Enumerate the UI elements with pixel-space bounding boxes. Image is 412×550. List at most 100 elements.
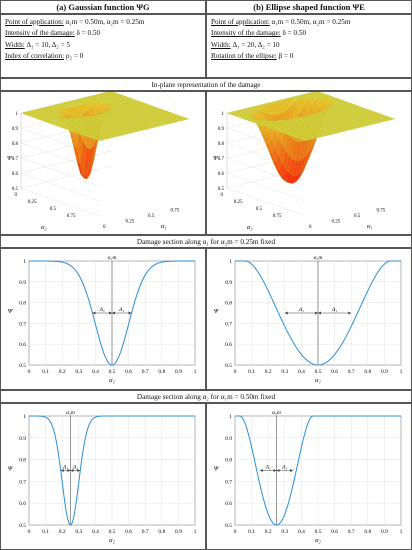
x-tick-label: 1 bbox=[400, 369, 403, 375]
y-tick-label: 0.7 bbox=[19, 479, 26, 485]
ellipse-section-a1-chart: 0 0.1 0.2 0.3 0.4 0.5 0.6 0.7 0.8 0.9 1 0.5 0.6 0.7 0.… bbox=[214, 255, 403, 384]
a2-tick-label: 0 bbox=[15, 193, 18, 198]
left-column-header: (a) Gaussian function ΨG bbox=[0, 0, 206, 14]
x-tick-label: 0.7 bbox=[142, 529, 149, 535]
param-line: Width: Δ₁ = 20, Δ₂ = 10 bbox=[211, 40, 407, 51]
x-tick-label: 0.7 bbox=[348, 529, 355, 535]
width-arrow-heads bbox=[259, 469, 294, 472]
x-tick-label: 0.8 bbox=[364, 529, 371, 535]
x-tick-label: 0.6 bbox=[125, 369, 132, 375]
width-label-left: Δ₁ bbox=[99, 307, 105, 313]
y-tick-label: 0.5 bbox=[19, 363, 26, 369]
z-tick-label: 0.5 bbox=[12, 187, 19, 192]
param-value: δ = 0.50 bbox=[76, 29, 101, 38]
x-tick-label: 0.1 bbox=[42, 369, 49, 375]
x-tick-label: 0.2 bbox=[265, 369, 272, 375]
center-marker-label: α₁m bbox=[108, 255, 117, 261]
x-tick-label: 1 bbox=[194, 529, 197, 535]
damage-profile-curve bbox=[29, 260, 195, 366]
ellipse-section-a2-chart: 0 0.1 0.2 0.3 0.4 0.5 0.6 0.7 0.8 0.9 1 0.5 0.6 0.7 0.… bbox=[214, 410, 403, 544]
x-axis-label: α₁ bbox=[315, 377, 321, 384]
surface-patch bbox=[301, 139, 309, 142]
y-tick-label: 0.8 bbox=[19, 458, 26, 464]
y-tick-label: 0.9 bbox=[19, 280, 26, 286]
z-tick-label: 0.6 bbox=[12, 172, 19, 177]
z-axis-label: Ψ bbox=[7, 155, 13, 162]
damage-profile-curve bbox=[235, 260, 401, 366]
param-label: Rotation of the ellipse: bbox=[211, 52, 277, 61]
x-tick-label: 0.5 bbox=[315, 369, 322, 375]
center-marker-label: α₂m bbox=[66, 410, 75, 416]
x-tick-label: 0.5 bbox=[109, 369, 116, 375]
x-tick-label: 0.2 bbox=[265, 529, 272, 535]
x-tick-label: 0.8 bbox=[158, 529, 165, 535]
y-tick-label: 0.8 bbox=[225, 458, 232, 464]
a1-tick-label: 0 bbox=[103, 225, 106, 230]
width-label-left: Δ₁ bbox=[298, 307, 304, 313]
x-tick-label: 0.5 bbox=[109, 529, 116, 535]
right-parameters: Point of application: α₁m = 0.50m, α₂m =… bbox=[206, 14, 412, 78]
z-tick-label: 0.9 bbox=[12, 127, 19, 132]
param-label: Point of application: bbox=[5, 18, 64, 26]
x-tick-label: 0.3 bbox=[75, 529, 82, 535]
wall-grid-line bbox=[20, 150, 112, 202]
gaussian-section-a1-chart: 0 0.1 0.2 0.3 0.4 0.5 0.6 0.7 0.8 0.9 1 0.5 0.6 0.7 0.… bbox=[8, 255, 197, 384]
x-axis-label: α₂ bbox=[315, 537, 321, 544]
x-tick-label: 0.3 bbox=[281, 529, 288, 535]
x-tick-label: 0.3 bbox=[281, 369, 288, 375]
a2-tick-label: 0.25 bbox=[234, 200, 243, 205]
param-value: α₁m = 0.50m, α₂m = 0.25m bbox=[65, 18, 145, 26]
y-tick-label: 0.5 bbox=[19, 523, 26, 529]
x-tick-label: 0.9 bbox=[175, 529, 182, 535]
surface-row-title: In-plane representation of the damage bbox=[0, 78, 412, 91]
y-axis-label: Ψ bbox=[214, 466, 220, 473]
z-axis-label: Ψ bbox=[213, 155, 219, 162]
damage-profile-curve bbox=[29, 415, 195, 526]
x-tick-label: 0.6 bbox=[331, 529, 338, 535]
x-tick-label: 0.7 bbox=[142, 369, 149, 375]
z-tick-label: 1 bbox=[16, 112, 19, 117]
x-tick-label: 0 bbox=[234, 369, 237, 375]
left-section1-cell: 0 0.1 0.2 0.3 0.4 0.5 0.6 0.7 0.8 0.9 1 0.5 0.6 0.7 0.… bbox=[0, 248, 206, 390]
x-tick-label: 0.8 bbox=[158, 369, 165, 375]
center-marker-label: α₁m bbox=[314, 255, 323, 261]
y-tick-label: 1 bbox=[229, 414, 232, 420]
width-arrow-heads bbox=[92, 311, 132, 315]
width-arrow-heads bbox=[284, 311, 352, 315]
y-tick-label: 0.7 bbox=[225, 479, 232, 485]
x-tick-label: 0.2 bbox=[59, 529, 66, 535]
right-section2-cell: 0 0.1 0.2 0.3 0.4 0.5 0.6 0.7 0.8 0.9 1 0.5 0.6 0.7 0.… bbox=[206, 403, 412, 550]
width-label-right: Δ₁ bbox=[331, 307, 337, 313]
y-tick-label: 0.9 bbox=[225, 436, 232, 442]
x-tick-label: 0.1 bbox=[248, 369, 255, 375]
y-tick-label: 0.5 bbox=[225, 363, 232, 369]
section1-row-title: Damage section along α₁ for α₂m = 0.25m … bbox=[0, 235, 412, 248]
z-tick-label: 0.6 bbox=[218, 172, 225, 177]
wall-grid-line bbox=[20, 135, 112, 187]
z-tick-label: 0.5 bbox=[218, 187, 225, 192]
x-tick-label: 0 bbox=[28, 369, 31, 375]
width-label-right: Δ₂ bbox=[281, 465, 287, 471]
x-tick-label: 0 bbox=[28, 529, 31, 535]
z-tick-label: 0.7 bbox=[218, 157, 225, 162]
y-tick-label: 0.6 bbox=[225, 342, 232, 348]
x-tick-label: 0.4 bbox=[92, 529, 99, 535]
y-tick-label: 0.8 bbox=[19, 301, 26, 307]
param-label: Intensity of the damage: bbox=[211, 29, 281, 38]
x-tick-label: 0.1 bbox=[42, 529, 49, 535]
a2-tick-label: 0.25 bbox=[28, 200, 37, 205]
param-label: Point of application: bbox=[211, 18, 270, 26]
right-surface-cell: 0.5 0.6 0.7 0.8 0.9 1 Ψ 0 0 0.25 0.25 0.5 0.5 0.75 0.7… bbox=[206, 91, 412, 235]
a1-tick-label: 0.25 bbox=[126, 220, 135, 225]
a2-tick-label: 0.5 bbox=[50, 207, 57, 212]
y-axis-label: Ψ bbox=[8, 466, 14, 473]
surface-patch bbox=[95, 139, 103, 142]
a1-tick-label: 0.75 bbox=[377, 209, 386, 214]
x-tick-label: 1 bbox=[194, 369, 197, 375]
param-line: Intensity of the damage: δ = 0.50 bbox=[211, 28, 407, 39]
a1-axis-label: α₁ bbox=[161, 223, 167, 230]
left-surface-cell: 0.5 0.6 0.7 0.8 0.9 1 Ψ 0 0 0.25 0.25 0.5 0.5 0.75 0.7… bbox=[0, 91, 206, 235]
x-tick-label: 0.9 bbox=[175, 369, 182, 375]
param-line: Point of application: α₁m = 0.50m, α₂m =… bbox=[5, 17, 201, 28]
param-value: α₁m = 0.50m, α₂m = 0.25m bbox=[271, 18, 351, 26]
